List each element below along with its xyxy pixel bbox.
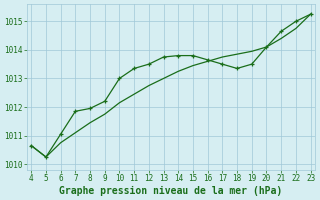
X-axis label: Graphe pression niveau de la mer (hPa): Graphe pression niveau de la mer (hPa) bbox=[59, 186, 283, 196]
